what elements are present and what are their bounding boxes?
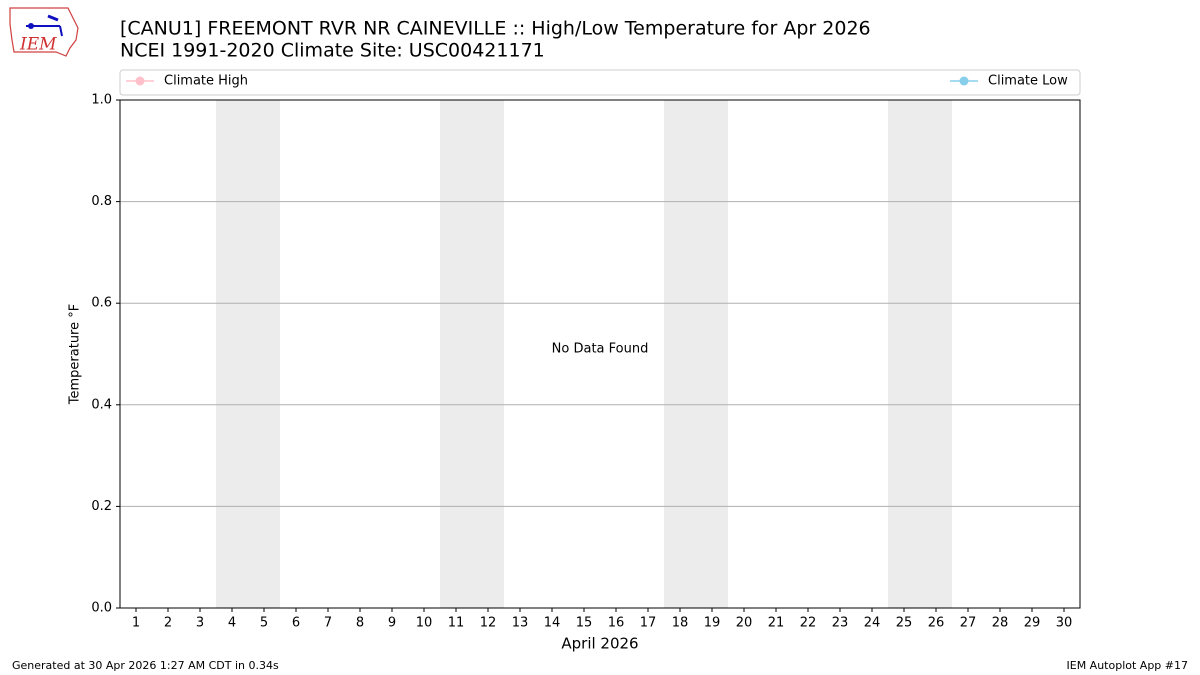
y-tick-label: 0.6 [91, 296, 112, 311]
x-tick-label: 30 [1056, 616, 1073, 631]
annotation: No Data Found [552, 342, 649, 357]
x-tick-label: 8 [356, 616, 364, 631]
x-axis-label: April 2026 [561, 635, 638, 653]
x-tick-label: 17 [640, 616, 657, 631]
weekend-band [888, 100, 952, 608]
weekend-band [440, 100, 504, 608]
chart-title: [CANU1] FREEMONT RVR NR CAINEVILLE :: Hi… [120, 18, 871, 40]
x-tick-label: 4 [228, 616, 236, 631]
x-tick-label: 16 [608, 616, 625, 631]
chart-subtitle: NCEI 1991-2020 Climate Site: USC00421171 [120, 40, 545, 62]
x-tick-label: 22 [800, 616, 817, 631]
x-tick-label: 7 [324, 616, 332, 631]
y-tick-label: 1.0 [91, 93, 112, 108]
x-tick-label: 9 [388, 616, 396, 631]
x-tick-label: 1 [132, 616, 140, 631]
x-tick-label: 11 [448, 616, 465, 631]
x-tick-label: 13 [512, 616, 529, 631]
logo-text: IEM [19, 35, 57, 55]
y-tick-label: 0.4 [91, 397, 112, 412]
x-tick-label: 5 [260, 616, 268, 631]
x-tick-label: 27 [960, 616, 977, 631]
x-tick-label: 15 [576, 616, 593, 631]
legend-marker [135, 76, 145, 86]
y-axis-label: Temperature °F [68, 304, 83, 405]
x-tick-label: 29 [1024, 616, 1041, 631]
y-tick-label: 0.2 [91, 499, 112, 514]
x-tick-label: 19 [704, 616, 721, 631]
logo: IEM [9, 7, 79, 57]
x-tick-label: 24 [864, 616, 881, 631]
x-tick-label: 10 [416, 616, 433, 631]
plot-frame [119, 99, 1081, 609]
x-tick-label: 20 [736, 616, 753, 631]
x-tick-label: 12 [480, 616, 497, 631]
legend-marker [959, 76, 969, 86]
x-tick-label: 3 [196, 616, 204, 631]
x-tick-label: 2 [164, 616, 172, 631]
weekend-band [216, 100, 280, 608]
x-tick-label: 26 [928, 616, 945, 631]
legend-label: Climate High [164, 74, 248, 89]
footer-left: Generated at 30 Apr 2026 1:27 AM CDT in … [12, 659, 279, 672]
x-tick-label: 23 [832, 616, 849, 631]
x-tick-label: 18 [672, 616, 689, 631]
x-tick-label: 21 [768, 616, 785, 631]
y-tick-label: 0.8 [91, 194, 112, 209]
legend [119, 69, 1081, 96]
legend-label: Climate Low [988, 74, 1068, 89]
weekend-band [664, 100, 728, 608]
y-tick-label: 0.0 [91, 601, 112, 616]
plot-area: 0.00.20.40.60.81.01 2 3 4 5 6 7 8 9 10 11 12 13 14 15 1… [91, 93, 1081, 631]
x-tick-label: 6 [292, 616, 300, 631]
x-tick-label: 25 [896, 616, 913, 631]
x-tick-label: 14 [544, 616, 561, 631]
footer-right: IEM Autoplot App #17 [1067, 659, 1189, 672]
x-tick-label: 28 [992, 616, 1009, 631]
